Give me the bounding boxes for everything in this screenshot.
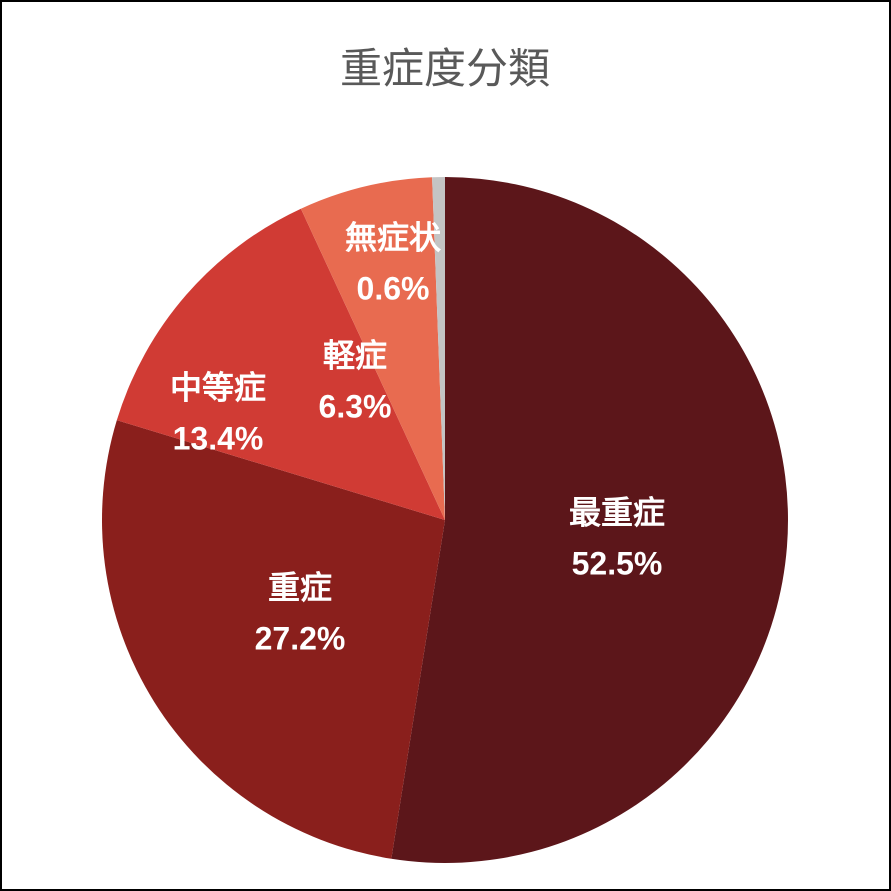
slice-value-label: 6.3%	[319, 388, 392, 424]
slice-category-label: 無症状	[345, 219, 442, 255]
slice-category-label: 最重症	[569, 494, 665, 530]
slice-value-label: 52.5%	[572, 545, 663, 581]
slice-category-label: 重症	[268, 569, 332, 605]
slice-category-label: 軽症	[323, 337, 387, 373]
pie-slice	[102, 420, 446, 859]
pie-slice	[391, 177, 789, 864]
pie-slice	[116, 208, 445, 520]
pie-slice	[432, 177, 445, 520]
slice-value-label: 27.2%	[255, 620, 346, 656]
chart-title: 重症度分類	[340, 45, 550, 92]
slice-value-label: 13.4%	[173, 420, 264, 456]
pie-slice	[300, 177, 445, 520]
slice-category-label: 中等症	[170, 369, 266, 405]
slice-value-label: 0.6%	[357, 270, 430, 306]
